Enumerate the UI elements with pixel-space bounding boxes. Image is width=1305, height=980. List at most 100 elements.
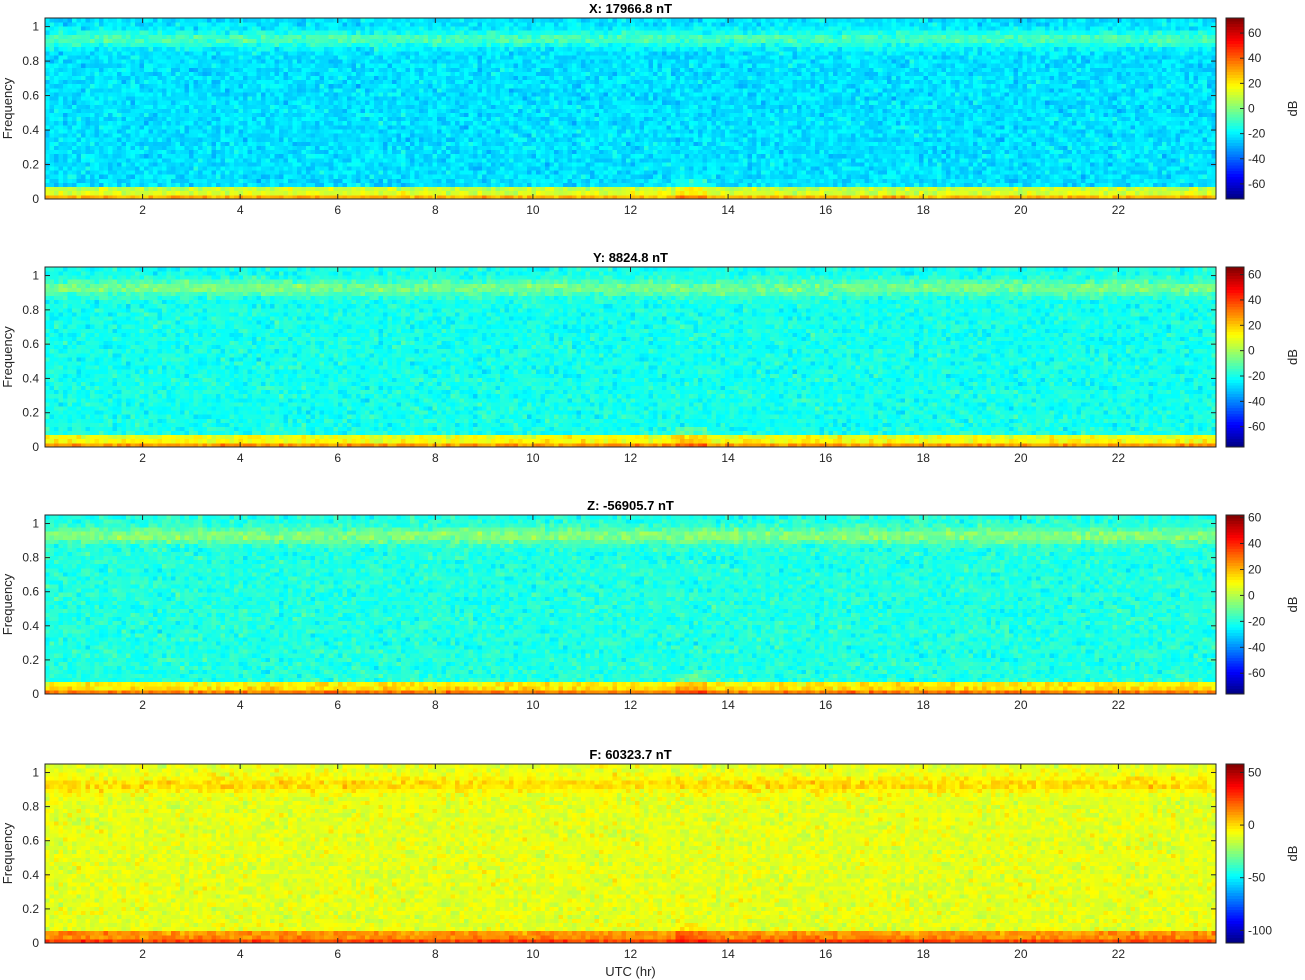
heatmap-cell (275, 109, 280, 114)
heatmap-cell (144, 104, 149, 109)
heatmap-cell (414, 166, 419, 171)
heatmap-cell (324, 109, 329, 114)
heatmap-cell (333, 113, 338, 118)
heatmap-cell (432, 183, 437, 188)
heatmap-cell (212, 150, 217, 155)
heatmap-cell (410, 187, 415, 192)
heatmap-cell (351, 67, 356, 72)
heatmap-cell (410, 183, 415, 188)
heatmap-cell (176, 22, 181, 27)
heatmap-cell (275, 55, 280, 60)
heatmap-cell (423, 26, 428, 31)
heatmap-cell (392, 67, 397, 72)
heatmap-cell (99, 109, 104, 114)
heatmap-cell (207, 187, 212, 192)
heatmap-cell (387, 47, 392, 52)
heatmap-cell (248, 129, 253, 134)
heatmap-cell (162, 191, 167, 196)
heatmap-cell (113, 59, 118, 64)
heatmap-cell (324, 166, 329, 171)
heatmap-cell (306, 59, 311, 64)
heatmap-cell (306, 129, 311, 134)
heatmap-cell (122, 55, 127, 60)
heatmap-cell (185, 187, 190, 192)
heatmap-cell (288, 18, 293, 23)
heatmap-cell (230, 113, 235, 118)
heatmap-cell (230, 187, 235, 192)
heatmap-cell (428, 170, 433, 175)
heatmap-cell (72, 133, 77, 138)
heatmap-cell (275, 113, 280, 118)
heatmap-cell (329, 113, 334, 118)
heatmap-cell (149, 183, 154, 188)
heatmap-cell (257, 43, 262, 48)
heatmap-cell (419, 133, 424, 138)
heatmap-cell (324, 67, 329, 72)
heatmap-cell (333, 80, 338, 85)
heatmap-cell (252, 191, 257, 196)
heatmap-cell (198, 96, 203, 101)
heatmap-cell (225, 63, 230, 68)
heatmap-cell (126, 137, 131, 142)
heatmap-cell (306, 43, 311, 48)
heatmap-cell (270, 71, 275, 76)
heatmap-cell (275, 158, 280, 163)
heatmap-cell (324, 88, 329, 93)
heatmap-cell (117, 117, 122, 122)
heatmap-cell (198, 104, 203, 109)
heatmap-cell (392, 162, 397, 167)
heatmap-cell (99, 129, 104, 134)
heatmap-cell (189, 183, 194, 188)
heatmap-cell (207, 80, 212, 85)
heatmap-cell (342, 178, 347, 183)
heatmap-cell (338, 117, 343, 122)
heatmap-cell (374, 51, 379, 56)
heatmap-cell (342, 84, 347, 89)
heatmap-cell (351, 109, 356, 114)
heatmap-cell (261, 84, 266, 89)
heatmap-cell (77, 96, 82, 101)
heatmap-cell (455, 96, 460, 101)
heatmap-cell (90, 92, 95, 97)
heatmap-cell (243, 104, 248, 109)
heatmap-cell (72, 117, 77, 122)
heatmap-cell (441, 30, 446, 35)
heatmap-cell (216, 166, 221, 171)
heatmap-cell (351, 162, 356, 167)
heatmap-cell (180, 26, 185, 31)
heatmap-cell (50, 39, 55, 44)
heatmap-cell (167, 141, 172, 146)
heatmap-cell (221, 150, 226, 155)
heatmap-cell (252, 141, 257, 146)
heatmap-cell (81, 113, 86, 118)
heatmap-cell (194, 84, 199, 89)
heatmap-cell (315, 26, 320, 31)
heatmap-cell (158, 88, 163, 93)
heatmap-cell (414, 63, 419, 68)
heatmap-cell (441, 150, 446, 155)
heatmap-cell (410, 117, 415, 122)
heatmap-cell (266, 154, 271, 159)
heatmap-cell (315, 158, 320, 163)
heatmap-cell (347, 141, 352, 146)
heatmap-cell (288, 183, 293, 188)
heatmap-cell (365, 137, 370, 142)
heatmap-cell (446, 121, 451, 126)
heatmap-cell (135, 104, 140, 109)
heatmap-cell (360, 30, 365, 35)
heatmap-cell (419, 55, 424, 60)
heatmap-cell (369, 170, 374, 175)
heatmap-cell (297, 67, 302, 72)
heatmap-cell (347, 26, 352, 31)
heatmap-cell (126, 22, 131, 27)
heatmap-cell (243, 117, 248, 122)
heatmap-cell (351, 170, 356, 175)
heatmap-cell (122, 129, 127, 134)
heatmap-cell (59, 178, 64, 183)
heatmap-cell (140, 88, 145, 93)
heatmap-cell (306, 187, 311, 192)
heatmap-cell (225, 22, 230, 27)
heatmap-cell (279, 191, 284, 196)
heatmap-cell (72, 187, 77, 192)
heatmap-cell (450, 174, 455, 179)
